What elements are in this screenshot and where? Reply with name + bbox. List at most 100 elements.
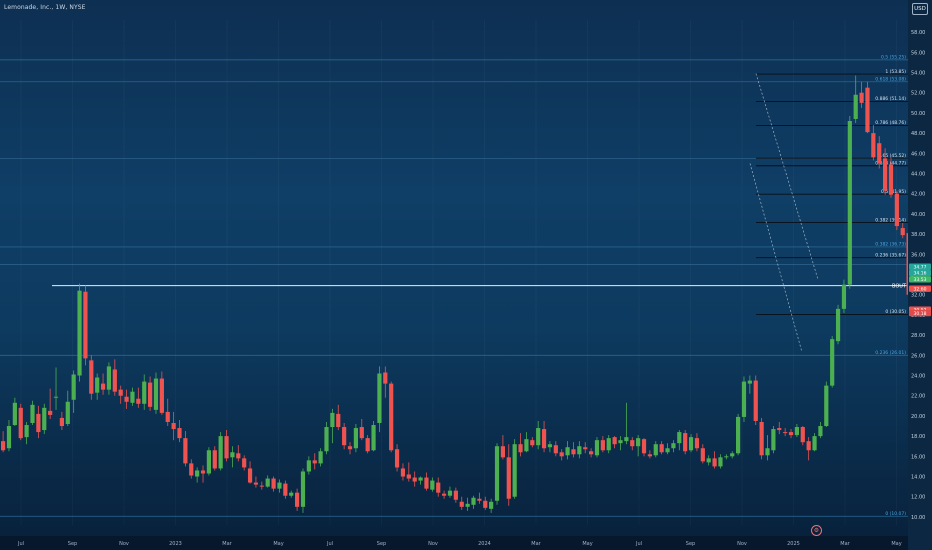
candle-down bbox=[224, 436, 229, 459]
price-label-box bbox=[909, 263, 931, 270]
candle-down bbox=[165, 411, 170, 422]
candle-up bbox=[547, 444, 553, 448]
price-tick-label: 14.00 bbox=[911, 475, 925, 481]
currency-button[interactable]: USD bbox=[912, 3, 928, 15]
candle-up bbox=[306, 460, 311, 472]
fib-label: 0.236 (35.67) bbox=[875, 252, 906, 258]
price-tick-label: 36.00 bbox=[911, 252, 925, 258]
candle-down bbox=[189, 463, 194, 476]
candle-up bbox=[494, 446, 500, 501]
candle-down bbox=[365, 438, 370, 452]
fib-label: 0.5 (41.95) bbox=[881, 189, 906, 195]
candle-down bbox=[777, 428, 782, 431]
price-label-box bbox=[909, 276, 931, 283]
candle-down bbox=[1, 441, 6, 451]
fib-label: 1 (53.85) bbox=[885, 69, 906, 75]
candle-up bbox=[377, 373, 382, 423]
price-tick-label: 28.00 bbox=[911, 333, 925, 339]
trend-channel bbox=[749, 73, 819, 353]
candle-up bbox=[747, 380, 752, 384]
candle-down bbox=[359, 427, 364, 439]
price-tick-label: 40.00 bbox=[911, 212, 925, 218]
price-tick-label: 26.00 bbox=[911, 353, 925, 359]
candle-down bbox=[806, 441, 811, 451]
price-tick-label: 22.00 bbox=[911, 394, 925, 400]
candle-down bbox=[436, 482, 441, 493]
candle-down bbox=[295, 492, 300, 507]
candle-up bbox=[624, 437, 629, 442]
fib-label: 0.382 (39.14) bbox=[875, 217, 906, 223]
candle-up bbox=[300, 471, 306, 507]
candle-up bbox=[447, 490, 453, 496]
candle-down bbox=[271, 478, 276, 489]
candle-up bbox=[706, 458, 711, 463]
candle-down bbox=[888, 164, 894, 195]
candle-down bbox=[753, 380, 758, 421]
price-tick-label: 18.00 bbox=[911, 434, 925, 440]
candle-up bbox=[71, 374, 76, 400]
candle-down bbox=[647, 454, 652, 457]
candle-down bbox=[559, 452, 564, 457]
candle-down bbox=[800, 427, 805, 443]
candle-down bbox=[336, 413, 341, 428]
time-tick-label: Jul bbox=[326, 541, 333, 547]
time-tick-label: Sep bbox=[686, 541, 695, 547]
candle-down bbox=[283, 483, 288, 496]
candle-down bbox=[859, 92, 864, 103]
price-label-text: 30.18 bbox=[914, 311, 927, 317]
price-label-box bbox=[909, 309, 931, 317]
candle-down bbox=[871, 133, 876, 158]
candle-up bbox=[818, 426, 823, 437]
candle-up bbox=[318, 451, 323, 464]
candle-down bbox=[900, 228, 905, 236]
candle-down bbox=[600, 440, 605, 451]
time-tick-label: Mar bbox=[840, 541, 850, 547]
candle-down bbox=[865, 87, 870, 133]
candle-down bbox=[394, 449, 400, 468]
candle-down bbox=[630, 440, 635, 447]
candle-up bbox=[418, 477, 423, 481]
candle-down bbox=[518, 444, 523, 453]
candle-down bbox=[347, 446, 353, 450]
time-tick-label: Mar bbox=[222, 541, 232, 547]
candle-up bbox=[606, 438, 611, 451]
time-axis[interactable]: Jul Sep Nov 2023 Mar May Jul Sep Nov 2024 Mar May Ju… bbox=[0, 536, 908, 550]
candle-down bbox=[400, 468, 406, 477]
candle-down bbox=[412, 477, 417, 482]
candle-up bbox=[765, 448, 770, 456]
candle-up bbox=[289, 492, 294, 496]
candle-down bbox=[477, 498, 482, 501]
candle-down bbox=[83, 291, 88, 359]
time-tick-label: Jul bbox=[635, 541, 642, 547]
candle-up bbox=[206, 450, 211, 474]
candle-up bbox=[330, 412, 335, 428]
candles bbox=[1, 75, 932, 513]
candle-up bbox=[142, 381, 147, 404]
candle-down bbox=[877, 143, 882, 164]
price-tick-label: 10.00 bbox=[911, 515, 925, 521]
channel-upper bbox=[755, 73, 819, 280]
settings-icon[interactable]: ⚙ bbox=[811, 525, 822, 536]
candle-down bbox=[200, 470, 206, 474]
candle-down bbox=[112, 369, 117, 392]
candle-down bbox=[177, 428, 182, 439]
candle-down bbox=[148, 382, 153, 407]
candle-up bbox=[724, 456, 729, 458]
candle-up bbox=[218, 436, 223, 469]
candle-up bbox=[853, 94, 858, 119]
candle-down bbox=[759, 421, 764, 456]
candle-down bbox=[694, 438, 700, 449]
candle-up bbox=[65, 401, 70, 424]
candle-down bbox=[247, 468, 253, 483]
candle-up bbox=[77, 290, 82, 376]
candle-down bbox=[48, 410, 53, 415]
candle-up bbox=[688, 437, 694, 451]
candle-down bbox=[783, 432, 788, 434]
time-tick-label: Nov bbox=[428, 541, 438, 547]
candle-up bbox=[830, 339, 835, 386]
candle-up bbox=[565, 447, 570, 456]
candle-up bbox=[665, 448, 670, 453]
